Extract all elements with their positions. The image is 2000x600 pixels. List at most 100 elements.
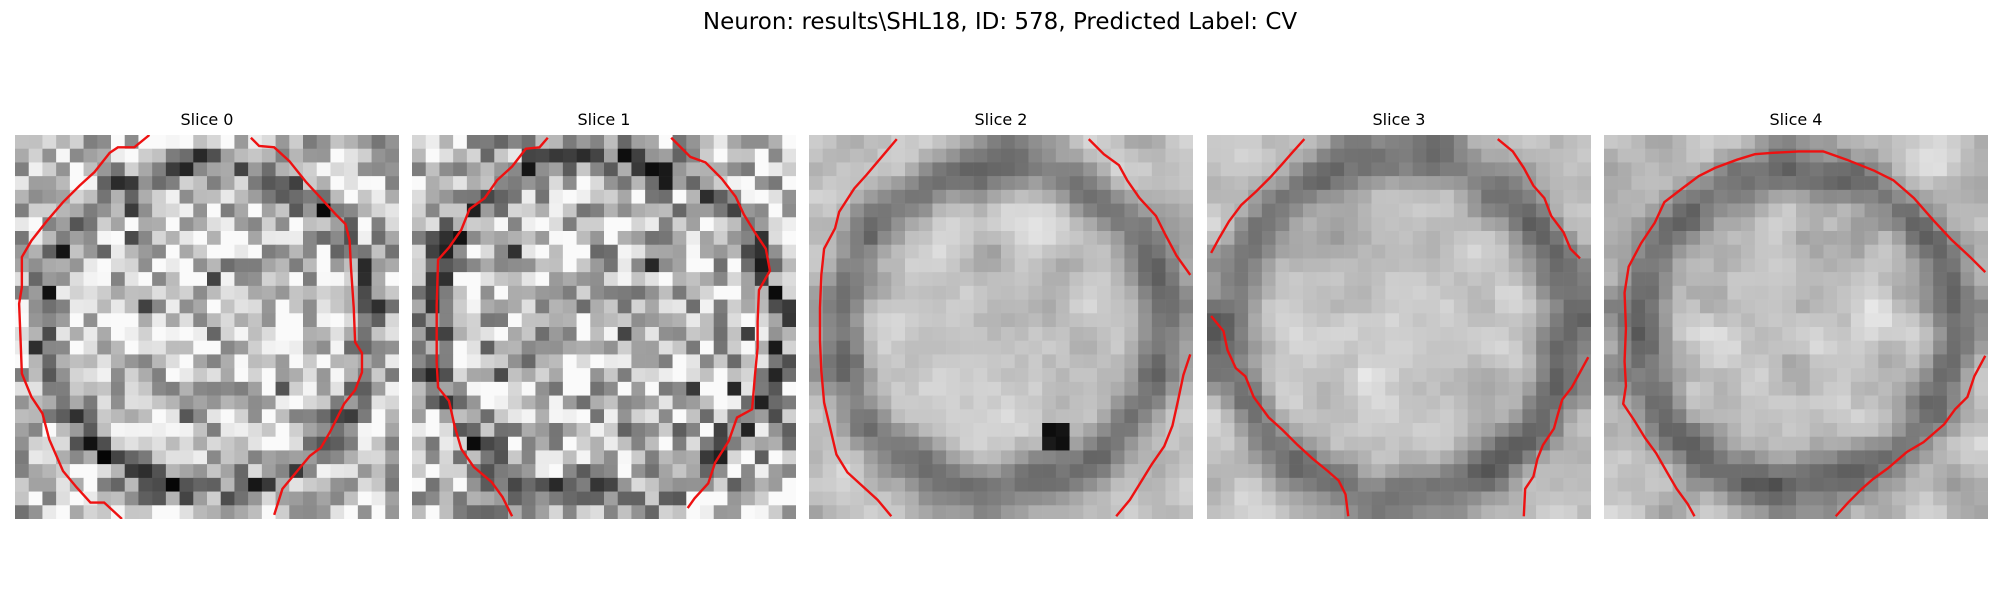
voxel — [1577, 285, 1591, 300]
voxel — [1672, 244, 1687, 259]
voxel — [1330, 340, 1345, 355]
voxel — [1248, 491, 1263, 506]
voxel — [220, 491, 235, 506]
voxel — [1357, 464, 1372, 479]
voxel — [1768, 423, 1783, 438]
voxel — [1316, 327, 1331, 342]
voxel — [1577, 272, 1591, 287]
voxel — [562, 203, 577, 218]
voxel — [1658, 381, 1673, 396]
voxel — [138, 231, 153, 246]
voxel — [782, 217, 796, 232]
voxel — [1467, 313, 1482, 328]
voxel — [412, 135, 427, 150]
voxel — [275, 135, 290, 150]
voxel — [69, 409, 84, 424]
voxel — [1522, 258, 1537, 273]
voxel — [179, 368, 194, 383]
voxel — [932, 423, 947, 438]
voxel — [1083, 258, 1098, 273]
voxel — [1385, 176, 1400, 191]
voxel — [1399, 313, 1414, 328]
voxel — [932, 272, 947, 287]
voxel — [1028, 368, 1043, 383]
voxel — [371, 409, 386, 424]
voxel — [138, 244, 153, 259]
voxel — [576, 505, 591, 519]
voxel — [344, 340, 359, 355]
voxel — [1110, 162, 1125, 177]
voxel — [1275, 409, 1290, 424]
voxel — [1001, 354, 1016, 369]
voxel — [1796, 244, 1811, 259]
voxel — [1289, 313, 1304, 328]
voxel — [1028, 450, 1043, 465]
voxel — [822, 491, 837, 506]
voxel — [385, 340, 399, 355]
voxel — [1974, 148, 1988, 163]
voxel — [1289, 381, 1304, 396]
voxel — [973, 477, 988, 492]
voxel — [905, 354, 920, 369]
voxel — [1371, 505, 1386, 519]
voxel — [303, 436, 318, 451]
voxel — [1905, 423, 1920, 438]
voxel — [1919, 285, 1934, 300]
voxel — [700, 217, 715, 232]
voxel — [713, 505, 728, 519]
voxel — [1741, 450, 1756, 465]
voxel — [1645, 135, 1660, 150]
voxel — [973, 217, 988, 232]
voxel — [1481, 313, 1496, 328]
voxel — [686, 477, 701, 492]
voxel — [1042, 491, 1057, 506]
voxel — [165, 244, 180, 259]
voxel — [466, 354, 481, 369]
voxel — [466, 340, 481, 355]
voxel — [385, 368, 399, 383]
voxel — [645, 272, 660, 287]
voxel — [535, 272, 550, 287]
voxel — [289, 217, 304, 232]
voxel — [179, 464, 194, 479]
voxel — [1481, 409, 1496, 424]
voxel — [1658, 272, 1673, 287]
voxel — [713, 189, 728, 204]
voxel — [1864, 464, 1879, 479]
voxel — [1399, 258, 1414, 273]
voxel — [344, 450, 359, 465]
voxel — [261, 244, 276, 259]
voxel — [521, 285, 536, 300]
voxel — [1412, 231, 1427, 246]
voxel — [946, 395, 961, 410]
voxel — [946, 203, 961, 218]
voxel — [1508, 354, 1523, 369]
voxel — [1055, 395, 1070, 410]
voxel — [1837, 217, 1852, 232]
voxel — [1385, 162, 1400, 177]
voxel — [316, 327, 331, 342]
voxel — [234, 148, 249, 163]
voxel — [453, 409, 468, 424]
voxel — [590, 436, 605, 451]
voxel — [604, 176, 619, 191]
voxel — [42, 409, 57, 424]
voxel — [645, 217, 660, 232]
voxel — [1481, 258, 1496, 273]
voxel — [535, 381, 550, 396]
voxel — [42, 176, 57, 191]
voxel — [1110, 368, 1125, 383]
voxel — [877, 395, 892, 410]
voxel — [289, 436, 304, 451]
voxel — [1549, 162, 1564, 177]
voxel — [1124, 505, 1139, 519]
voxel — [1234, 285, 1249, 300]
voxel — [1713, 231, 1728, 246]
voxel — [809, 176, 824, 191]
voxel — [289, 231, 304, 246]
voxel — [316, 162, 331, 177]
voxel — [371, 135, 386, 150]
voxel — [1207, 135, 1222, 150]
voxel — [15, 313, 30, 328]
voxel — [1069, 313, 1084, 328]
